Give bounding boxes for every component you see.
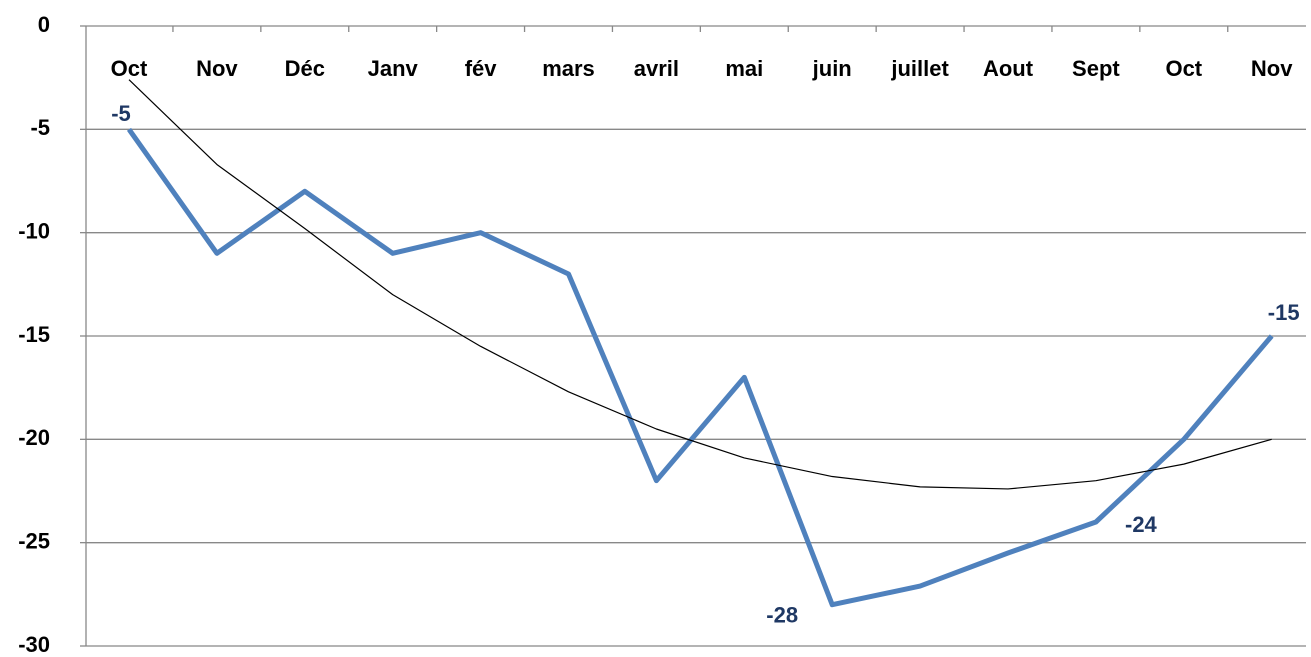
x-tick-label: Oct — [1165, 56, 1202, 81]
x-tick-label: mars — [542, 56, 595, 81]
x-tick-label: Janv — [368, 56, 419, 81]
y-tick-label: -15 — [18, 322, 50, 347]
data-label: -5 — [111, 101, 131, 126]
x-tick-label: Déc — [285, 56, 325, 81]
x-tick-label: fév — [465, 56, 498, 81]
y-tick-label: -5 — [30, 115, 50, 140]
x-tick-label: juillet — [890, 56, 949, 81]
data-label: -28 — [766, 602, 798, 627]
data-line — [126, 127, 1274, 608]
x-tick-label: Sept — [1072, 56, 1120, 81]
y-tick-label: -10 — [18, 218, 50, 243]
y-tick-label: -20 — [18, 425, 50, 450]
data-label: -15 — [1268, 300, 1300, 325]
x-tick-label: Nov — [196, 56, 238, 81]
x-tick-label: avril — [634, 56, 679, 81]
trend-line — [128, 79, 1272, 490]
x-tick-label: Aout — [983, 56, 1034, 81]
y-tick-label: 0 — [38, 12, 50, 37]
y-tick-label: -25 — [18, 528, 50, 553]
x-tick-label: mai — [725, 56, 763, 81]
y-tick-label: -30 — [18, 632, 50, 657]
data-label: -24 — [1125, 512, 1158, 537]
x-tick-label: juin — [812, 56, 852, 81]
x-tick-label: Oct — [111, 56, 148, 81]
x-tick-label: Nov — [1251, 56, 1293, 81]
